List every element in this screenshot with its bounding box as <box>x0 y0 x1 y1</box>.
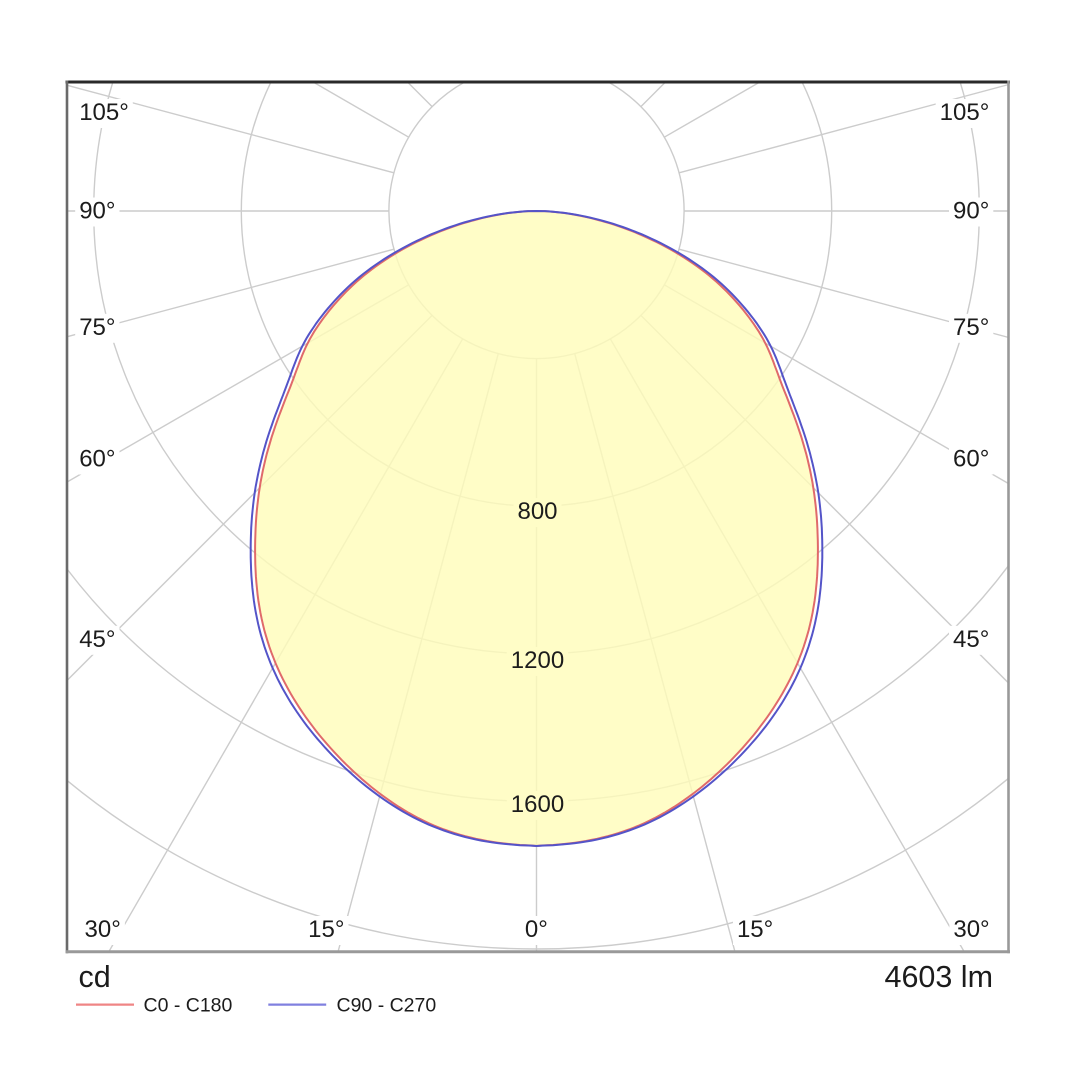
svg-text:15°: 15° <box>737 916 773 943</box>
svg-text:15°: 15° <box>308 916 344 943</box>
svg-text:30°: 30° <box>85 916 121 943</box>
svg-text:C0 - C180: C0 - C180 <box>144 995 233 1017</box>
svg-text:800: 800 <box>517 498 557 525</box>
svg-text:90°: 90° <box>79 198 115 225</box>
svg-text:45°: 45° <box>953 626 989 653</box>
svg-text:C90 - C270: C90 - C270 <box>337 995 437 1017</box>
svg-text:30°: 30° <box>953 916 989 943</box>
svg-text:cd: cd <box>79 960 111 994</box>
svg-text:105°: 105° <box>79 99 129 126</box>
svg-text:90°: 90° <box>953 198 989 225</box>
svg-text:1200: 1200 <box>511 647 564 674</box>
svg-text:75°: 75° <box>953 314 989 341</box>
svg-text:75°: 75° <box>79 314 115 341</box>
svg-text:0°: 0° <box>525 916 548 943</box>
svg-text:60°: 60° <box>79 446 115 473</box>
svg-text:60°: 60° <box>953 446 989 473</box>
svg-text:45°: 45° <box>79 626 115 653</box>
svg-text:1600: 1600 <box>511 791 564 818</box>
svg-text:105°: 105° <box>940 99 990 126</box>
svg-text:4603 lm: 4603 lm <box>884 960 993 994</box>
